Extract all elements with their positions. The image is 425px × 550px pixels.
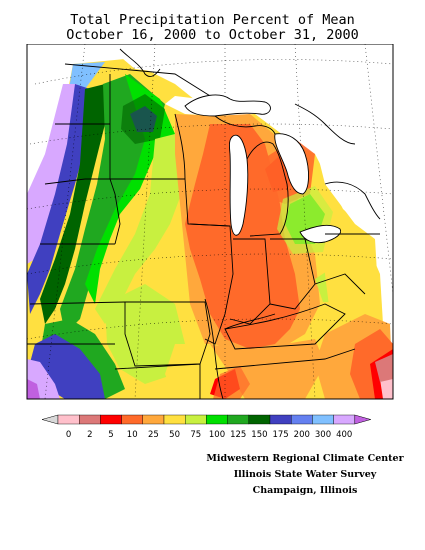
legend-swatch — [142, 414, 165, 425]
legend-swatch — [248, 414, 271, 425]
legend-tick-label: 150 — [251, 430, 267, 440]
map-title-line-2: October 16, 2000 to October 31, 2000 — [66, 27, 359, 43]
legend-tick-label: 0 — [66, 430, 71, 440]
legend-tick-label: 2 — [87, 430, 92, 440]
legend-swatch — [312, 414, 334, 425]
legend-swatch — [290, 414, 313, 425]
legend-tick-label: 400 — [336, 430, 352, 440]
legend-tick-label: 300 — [315, 430, 331, 440]
map-title-line-1: Total Precipitation Percent of Mean — [70, 12, 355, 28]
legend-tick-label: 100 — [209, 430, 225, 440]
legend-tick-label: 175 — [272, 430, 288, 440]
legend-tick-label: 125 — [230, 430, 246, 440]
legend-color-bar — [41, 414, 372, 425]
legend-swatch — [206, 414, 228, 425]
legend-tick-label: 10 — [127, 430, 138, 440]
legend-swatch — [163, 414, 186, 425]
color-legend: 0 2 5 10 25 50 75 100 125 150 175 200 300 400 — [41, 414, 372, 440]
legend-tick-labels: 0 2 5 10 25 50 75 100 125 150 175 200 300 400 — [66, 430, 352, 440]
legend-swatch — [227, 414, 250, 425]
legend-swatch — [184, 414, 207, 425]
legend-tick-label: 200 — [294, 430, 310, 440]
credit-line-organization: Midwestern Regional Climate Center — [206, 453, 404, 464]
legend-swatch — [333, 414, 356, 425]
precipitation-map — [25, 44, 395, 401]
legend-low-arrow — [41, 414, 59, 425]
legend-swatch — [100, 414, 122, 425]
legend-high-arrow — [354, 414, 372, 425]
legend-swatch — [79, 414, 101, 425]
credit-line-survey: Illinois State Water Survey — [233, 469, 377, 480]
legend-swatch — [57, 414, 80, 425]
legend-tick-label: 5 — [108, 430, 113, 440]
legend-tick-label: 25 — [148, 430, 159, 440]
legend-swatch — [269, 414, 292, 425]
legend-tick-label: 75 — [190, 430, 201, 440]
credit-line-location: Champaign, Illinois — [252, 485, 358, 496]
legend-swatch — [121, 414, 143, 425]
legend-tick-label: 50 — [169, 430, 180, 440]
